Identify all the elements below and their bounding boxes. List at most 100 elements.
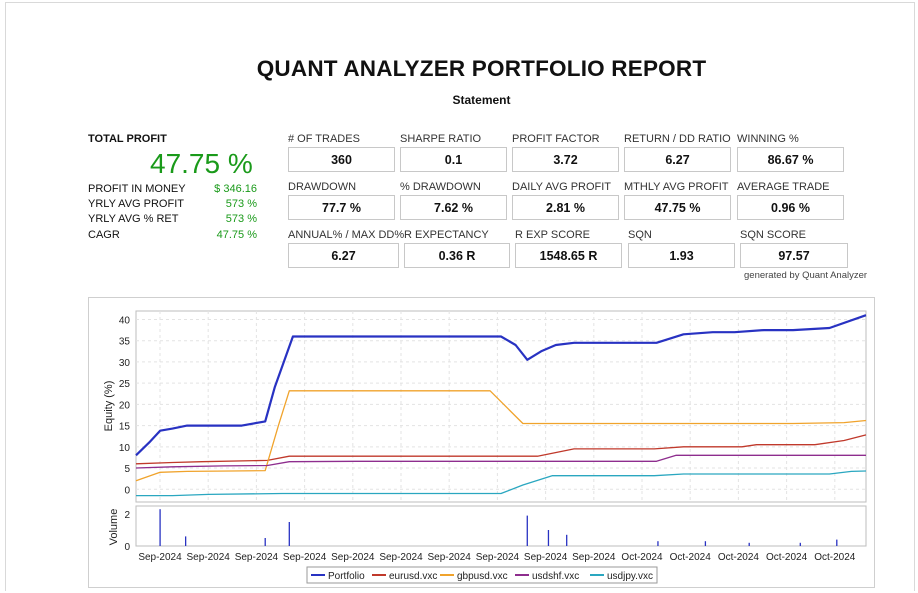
metric-drawdown: DRAWDOWN 77.7 %: [288, 181, 395, 220]
x-tick-label: Sep-2024: [572, 552, 616, 563]
equity-y-tick-label: 30: [119, 358, 131, 369]
legend-label: Portfolio: [328, 571, 365, 582]
summary-value: 47.75 %: [216, 229, 257, 241]
x-tick-label: Sep-2024: [379, 552, 423, 563]
summary-value: 573 %: [225, 198, 257, 210]
metric-winning-pct: WINNING % 86.67 %: [737, 133, 844, 172]
metric-value: 97.57: [740, 243, 848, 268]
metric-r-expectancy: R EXPECTANCY 0.36 R: [404, 229, 510, 268]
summary-row-cagr: CAGR 47.75 %: [88, 229, 257, 241]
summary-label: PROFIT IN MONEY: [88, 183, 186, 195]
equity-y-tick-label: 35: [119, 337, 131, 348]
equity-series: [135, 314, 867, 497]
metric-label: SQN: [628, 229, 652, 241]
x-tick-label: Oct-2024: [621, 552, 663, 563]
equity-y-axis-label: Equity (%): [103, 381, 115, 432]
metric-label: PROFIT FACTOR: [512, 133, 600, 145]
series-line-usdshf-vxc: [135, 454, 866, 469]
legend-label: usdjpy.vxc: [607, 571, 653, 582]
metric-return-dd-ratio: RETURN / DD RATIO 6.27: [624, 133, 731, 172]
chart-frame: [88, 297, 875, 588]
summary-row-yrly-avg-profit: YRLY AVG PROFIT 573 %: [88, 198, 257, 210]
metric-sqn-score: SQN SCORE 97.57: [740, 229, 848, 268]
x-tick-label: Sep-2024: [138, 552, 182, 563]
series-line-gbpusd-vxc: [135, 390, 867, 482]
metric-label: AVERAGE TRADE: [737, 181, 830, 193]
metric-value: 86.67 %: [737, 147, 844, 172]
x-tick-label: Oct-2024: [670, 552, 712, 563]
metric-label: RETURN / DD RATIO: [624, 133, 731, 145]
metric-profit-factor: PROFIT FACTOR 3.72: [512, 133, 619, 172]
total-profit-value: 47.75 %: [150, 148, 253, 179]
metric-value: 6.27: [624, 147, 731, 172]
metric-value: 1.93: [628, 243, 735, 268]
summary-label: YRLY AVG % RET: [88, 213, 179, 225]
metric-r-exp-score: R EXP SCORE 1548.65 R: [515, 229, 622, 268]
metric-label: R EXP SCORE: [515, 229, 590, 241]
equity-y-tick-label: 20: [119, 400, 131, 411]
metric-value: 360: [288, 147, 395, 172]
metric-value: 0.36 R: [404, 243, 510, 268]
x-tick-label: Oct-2024: [766, 552, 808, 563]
x-tick-label: Oct-2024: [718, 552, 760, 563]
summary-row-profit-money: PROFIT IN MONEY $ 346.16: [88, 183, 257, 195]
equity-y-tick-label: 0: [124, 485, 130, 496]
metric-label: SQN SCORE: [740, 229, 807, 241]
legend: Portfolio eurusd.vxc gbpusd.vxc usdshf.vxc u…: [311, 571, 653, 582]
metric-value: 7.62 %: [400, 195, 507, 220]
metric-label: ANNUAL% / MAX DD%: [288, 229, 405, 241]
volume-y-axis-label: Volume: [108, 509, 120, 546]
report-page: [5, 2, 915, 591]
metric-average-trade: AVERAGE TRADE 0.96 %: [737, 181, 844, 220]
series-line-eurusd-vxc: [135, 434, 867, 465]
x-tick-label: Sep-2024: [187, 552, 231, 563]
metric-trades: # OF TRADES 360: [288, 133, 395, 172]
volume-y-tick-label: 2: [124, 510, 130, 521]
metric-label: % DRAWDOWN: [400, 181, 481, 193]
report-subtitle: Statement: [452, 93, 511, 107]
report-title: QUANT ANALYZER PORTFOLIO REPORT: [256, 56, 707, 81]
series-line-portfolio: [135, 314, 867, 457]
volume-y-tick-label: 0: [124, 542, 130, 553]
metric-label: DAILY AVG PROFIT: [512, 181, 612, 193]
summary-label: CAGR: [88, 229, 120, 241]
metric-label: # OF TRADES: [288, 133, 360, 145]
volume-bars: [159, 509, 838, 546]
metric-annual-max-dd: ANNUAL% / MAX DD% 6.27: [288, 229, 405, 268]
legend-label: gbpusd.vxc: [457, 571, 508, 582]
metric-label: WINNING %: [737, 133, 799, 145]
metric-value: 77.7 %: [288, 195, 395, 220]
x-tick-label: Sep-2024: [428, 552, 472, 563]
metric-label: SHARPE RATIO: [400, 133, 482, 145]
metric-label: R EXPECTANCY: [404, 229, 489, 241]
summary-row-yrly-avg-ret: YRLY AVG % RET 573 %: [88, 213, 257, 225]
summary-value: 573 %: [225, 213, 257, 225]
x-tick-label: Sep-2024: [524, 552, 568, 563]
total-profit-label: TOTAL PROFIT: [88, 133, 167, 145]
equity-y-tick-label: 25: [119, 379, 131, 390]
metric-value: 2.81 %: [512, 195, 619, 220]
volume-plot-area: [135, 505, 867, 547]
metric-value: 0.1: [400, 147, 507, 172]
legend-label: usdshf.vxc: [532, 571, 579, 582]
metric-sharpe-ratio: SHARPE RATIO 0.1: [400, 133, 507, 172]
metric-value: 6.27: [288, 243, 399, 268]
metric-pct-drawdown: % DRAWDOWN 7.62 %: [400, 181, 507, 220]
x-tick-label: Oct-2024: [814, 552, 856, 563]
equity-y-axis: 0 5 10 15 20 25 30 35 40: [119, 315, 131, 496]
equity-y-tick-label: 15: [119, 422, 131, 433]
x-tick-label: Sep-2024: [476, 552, 520, 563]
summary-value: $ 346.16: [214, 183, 257, 195]
legend-label: eurusd.vxc: [389, 571, 437, 582]
generated-by-note: generated by Quant Analyzer: [744, 270, 868, 281]
metric-value: 0.96 %: [737, 195, 844, 220]
equity-y-tick-label: 40: [119, 315, 131, 326]
metric-sqn: SQN 1.93: [628, 229, 735, 268]
x-axis: Sep-2024 Sep-2024 Sep-2024 Sep-2024 Sep-2024…: [138, 552, 855, 563]
equity-y-tick-label: 10: [119, 443, 131, 454]
x-tick-label: Sep-2024: [283, 552, 327, 563]
x-tick-label: Sep-2024: [331, 552, 375, 563]
metric-value: 1548.65 R: [515, 243, 622, 268]
volume-y-axis: 02: [124, 510, 130, 553]
